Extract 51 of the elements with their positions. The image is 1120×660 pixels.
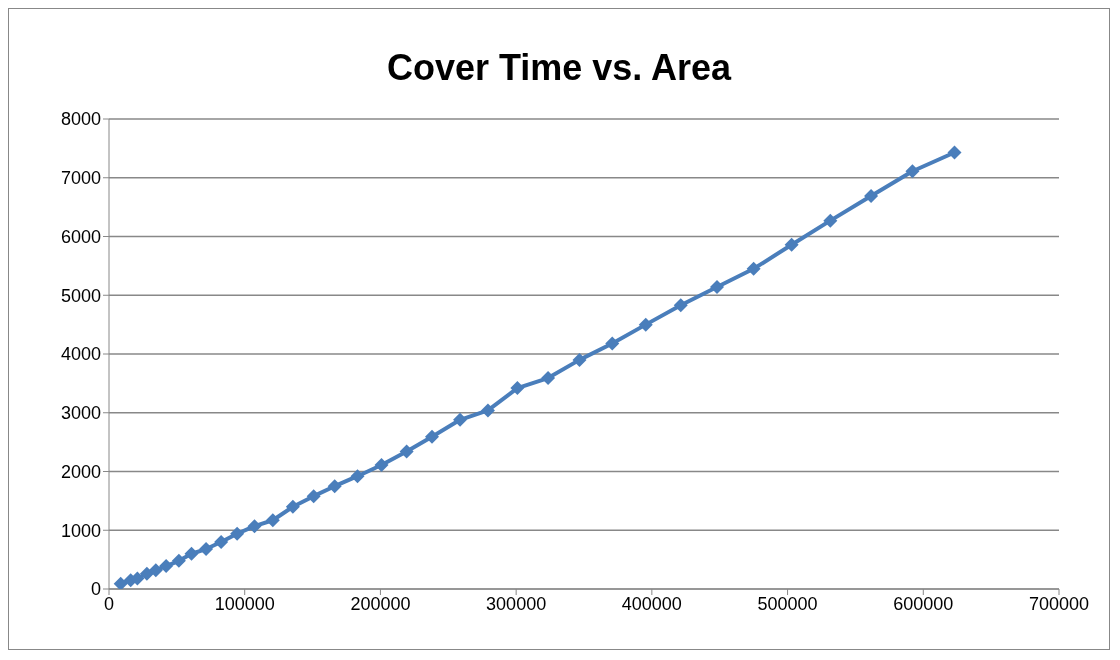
x-tick-label: 200000 [350,593,411,614]
point [905,164,920,179]
point [171,553,186,568]
point [184,546,199,561]
point [399,444,414,459]
y-tick-label: 8000 [60,109,101,130]
point [247,519,262,534]
point [425,429,439,444]
point [864,188,879,203]
x-tick-label: 500000 [757,593,818,614]
point [784,237,799,252]
point [572,352,587,367]
point [350,469,365,484]
point [823,213,838,228]
point [159,559,174,574]
point [510,381,525,396]
x-tick-label: 100000 [214,593,275,614]
point [947,145,962,160]
x-tick-label: 700000 [1028,593,1090,614]
point [199,542,214,557]
point [148,563,163,578]
y-tick-label: 2000 [60,461,101,482]
y-tick-label: 5000 [60,285,101,306]
x-tick-label: 300000 [486,593,547,614]
y-tick-label: 4000 [60,344,101,365]
y-tick-label: 7000 [60,168,101,189]
point [327,479,342,494]
x-tick-label: 400000 [621,593,682,614]
point [113,576,128,589]
point [453,412,468,427]
point [230,526,245,541]
point [214,535,229,549]
point [480,403,495,418]
point [638,317,653,332]
x-tick-label: 0 [103,593,115,614]
point [306,489,321,504]
point [541,371,556,386]
point [673,298,688,313]
point [139,566,154,581]
x-tick-label: 600000 [893,593,954,614]
y-tick-label: 1000 [60,520,101,541]
y-tick-label: 3000 [60,403,101,424]
point [265,513,280,528]
point [605,336,620,351]
point [710,280,724,295]
point [374,458,389,473]
point [285,499,300,514]
y-tick-label: 6000 [60,226,101,247]
chart-title: Cover Time vs. Area [385,47,733,89]
point [746,261,761,276]
y-tick-label: 0 [90,579,101,600]
